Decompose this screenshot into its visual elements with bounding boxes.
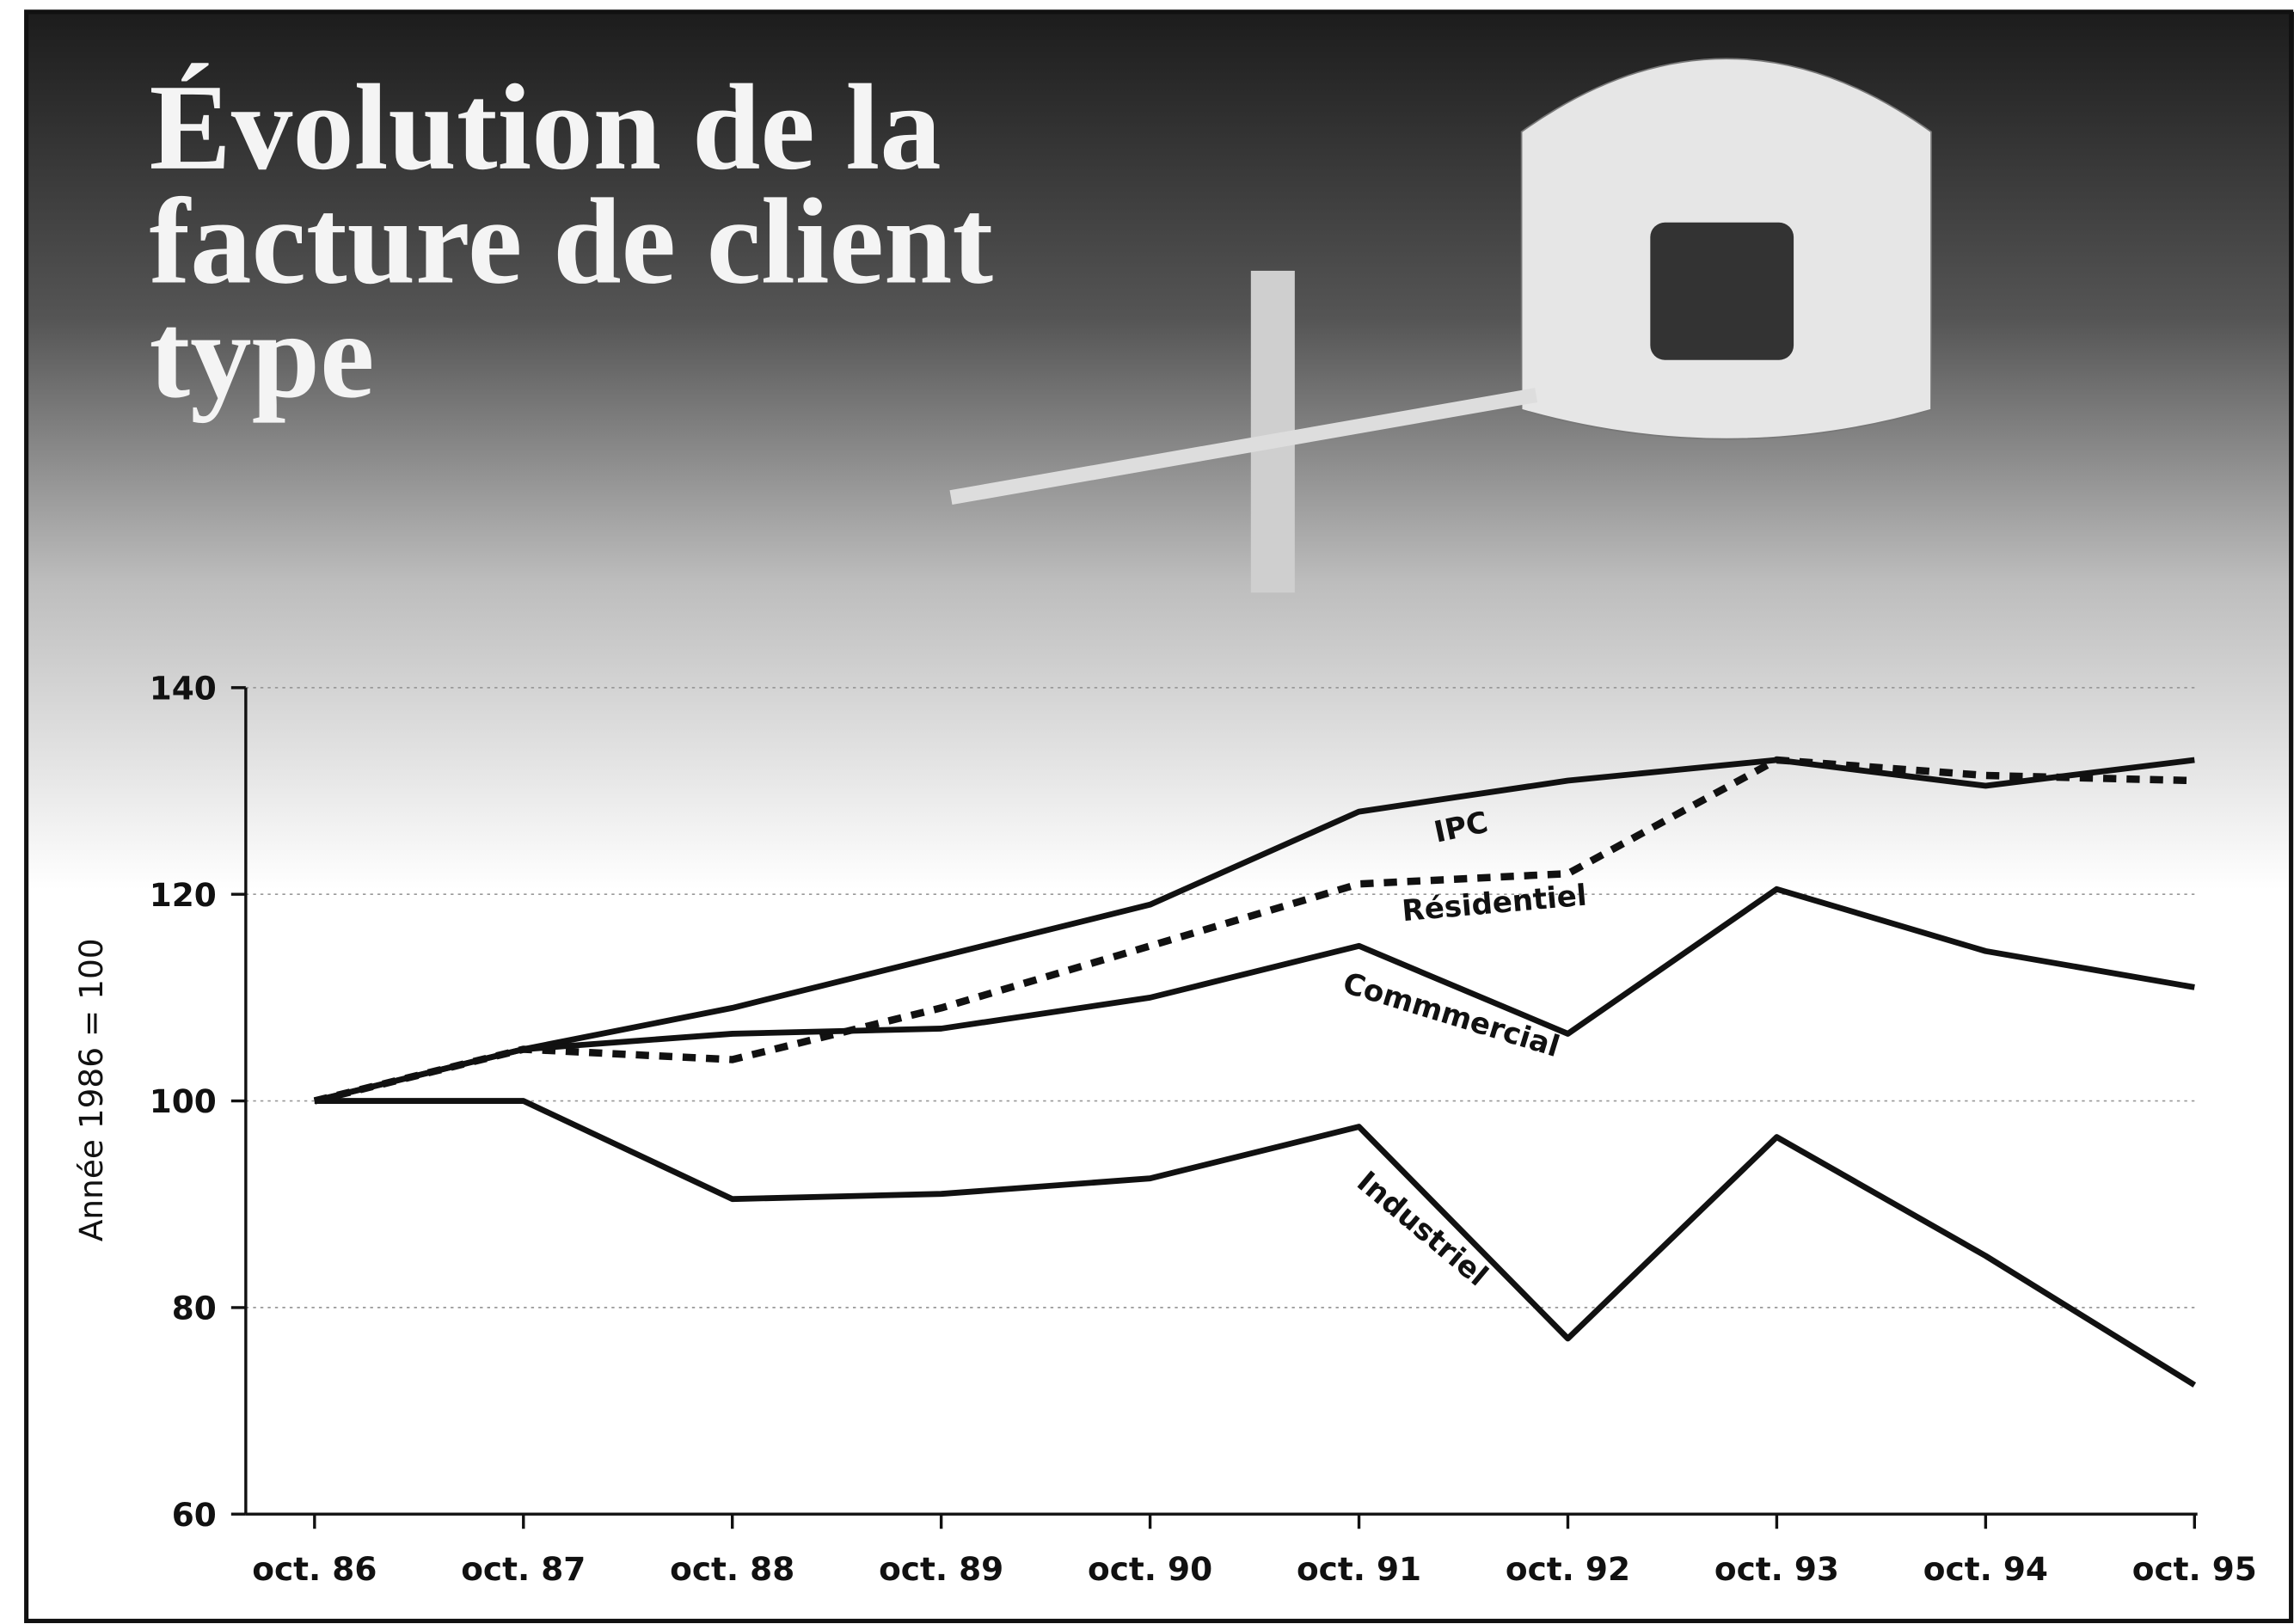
y-tick-label: 120 bbox=[150, 876, 217, 914]
y-tick-label: 60 bbox=[172, 1496, 217, 1534]
x-tick-label: oct. 95 bbox=[2132, 1550, 2257, 1588]
chart: Évolution de lafacture de clienttype Ann… bbox=[0, 0, 2294, 1624]
x-tick-label: oct. 92 bbox=[1506, 1550, 1630, 1588]
x-tick-label: oct. 89 bbox=[879, 1550, 1003, 1588]
y-tick-label: 80 bbox=[172, 1290, 217, 1327]
y-tick-label: 100 bbox=[150, 1082, 217, 1120]
x-tick-label: oct. 93 bbox=[1714, 1550, 1839, 1588]
logo bbox=[1650, 223, 1794, 360]
y-tick-label: 140 bbox=[150, 669, 217, 707]
x-tick-label: oct. 86 bbox=[252, 1550, 377, 1588]
x-tick-label: oct. 88 bbox=[670, 1550, 794, 1588]
y-axis-title: Année 1986 = 100 bbox=[72, 938, 110, 1241]
x-tick-label: oct. 94 bbox=[1923, 1550, 2048, 1588]
page: {"chart_data": { "type": "line", "title"… bbox=[0, 0, 2294, 1624]
x-tick-label: oct. 91 bbox=[1297, 1550, 1421, 1588]
x-tick-label: oct. 87 bbox=[461, 1550, 586, 1588]
x-tick-label: oct. 90 bbox=[1088, 1550, 1212, 1588]
